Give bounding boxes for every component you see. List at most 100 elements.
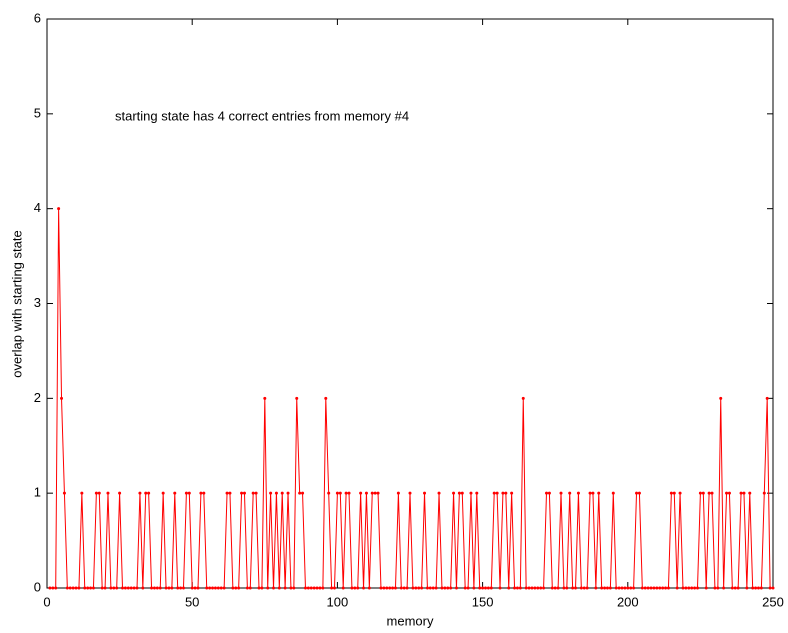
data-point: [591, 491, 595, 495]
data-point: [629, 586, 633, 590]
data-point: [498, 586, 502, 590]
data-point: [158, 586, 162, 590]
data-point: [756, 586, 760, 590]
data-point: [112, 586, 116, 590]
data-point: [100, 586, 104, 590]
data-point: [478, 586, 482, 590]
data-point: [547, 491, 551, 495]
data-point: [57, 207, 61, 211]
data-point: [263, 396, 267, 400]
data-point: [309, 586, 313, 590]
data-point: [559, 491, 563, 495]
data-point: [353, 586, 357, 590]
x-tick-label: 0: [43, 594, 50, 609]
data-point: [524, 586, 528, 590]
data-point: [138, 491, 142, 495]
data-point: [597, 491, 601, 495]
data-point: [144, 491, 148, 495]
data-point: [51, 586, 55, 590]
data-point: [515, 586, 519, 590]
data-point: [748, 491, 752, 495]
data-point: [115, 586, 119, 590]
data-point: [643, 586, 647, 590]
data-point: [176, 586, 180, 590]
data-point: [321, 586, 325, 590]
data-point: [280, 491, 284, 495]
data-point: [437, 491, 441, 495]
data-point: [423, 491, 427, 495]
data-point: [669, 491, 673, 495]
data-point: [225, 491, 229, 495]
data-point: [649, 586, 653, 590]
data-point: [414, 586, 418, 590]
data-point: [71, 586, 75, 590]
data-point: [240, 491, 244, 495]
data-point: [460, 491, 464, 495]
data-point: [440, 586, 444, 590]
data-point: [202, 491, 206, 495]
data-point: [254, 491, 258, 495]
annotation: starting state has 4 correct entries fro…: [115, 108, 409, 123]
data-point: [324, 396, 328, 400]
data-point: [289, 586, 293, 590]
data-point: [443, 586, 447, 590]
data-point: [681, 586, 685, 590]
data-point: [155, 586, 159, 590]
data-point: [617, 586, 621, 590]
data-point: [632, 586, 636, 590]
data-point: [228, 491, 232, 495]
data-point: [126, 586, 130, 590]
data-point: [94, 491, 98, 495]
data-point: [713, 586, 717, 590]
data-point: [135, 586, 139, 590]
y-axis-label: overlap with starting state: [9, 230, 24, 377]
data-point: [89, 586, 93, 590]
data-point: [367, 586, 371, 590]
data-point: [295, 396, 299, 400]
data-point: [454, 586, 458, 590]
data-point: [582, 586, 586, 590]
data-point: [527, 586, 531, 590]
data-point: [701, 491, 705, 495]
data-point: [213, 586, 217, 590]
data-point: [74, 586, 78, 590]
data-point: [623, 586, 627, 590]
data-point: [306, 586, 310, 590]
data-point: [475, 491, 479, 495]
data-point: [469, 491, 473, 495]
data-point: [652, 586, 656, 590]
data-point: [495, 491, 499, 495]
data-point: [359, 491, 363, 495]
data-point: [344, 491, 348, 495]
data-point: [396, 491, 400, 495]
data-point: [173, 491, 177, 495]
data-point: [190, 586, 194, 590]
data-point: [121, 586, 125, 590]
data-point: [594, 586, 598, 590]
data-point: [405, 586, 409, 590]
data-point: [655, 586, 659, 590]
x-tick-label: 100: [327, 594, 349, 609]
data-point: [542, 586, 546, 590]
data-point: [489, 586, 493, 590]
data-point: [666, 586, 670, 590]
y-tick-label: 4: [34, 200, 41, 215]
data-point: [62, 491, 66, 495]
data-point: [565, 586, 569, 590]
data-point: [568, 491, 572, 495]
data-point: [364, 491, 368, 495]
y-tick-label: 0: [34, 579, 41, 594]
data-point: [605, 586, 609, 590]
data-point: [530, 586, 534, 590]
data-point: [205, 586, 209, 590]
data-point: [179, 586, 183, 590]
data-point: [722, 586, 726, 590]
data-point: [434, 586, 438, 590]
data-point: [338, 491, 342, 495]
data-point: [504, 491, 508, 495]
data-point: [312, 586, 316, 590]
y-tick-label: 2: [34, 390, 41, 405]
data-point: [640, 586, 644, 590]
data-point: [664, 586, 668, 590]
